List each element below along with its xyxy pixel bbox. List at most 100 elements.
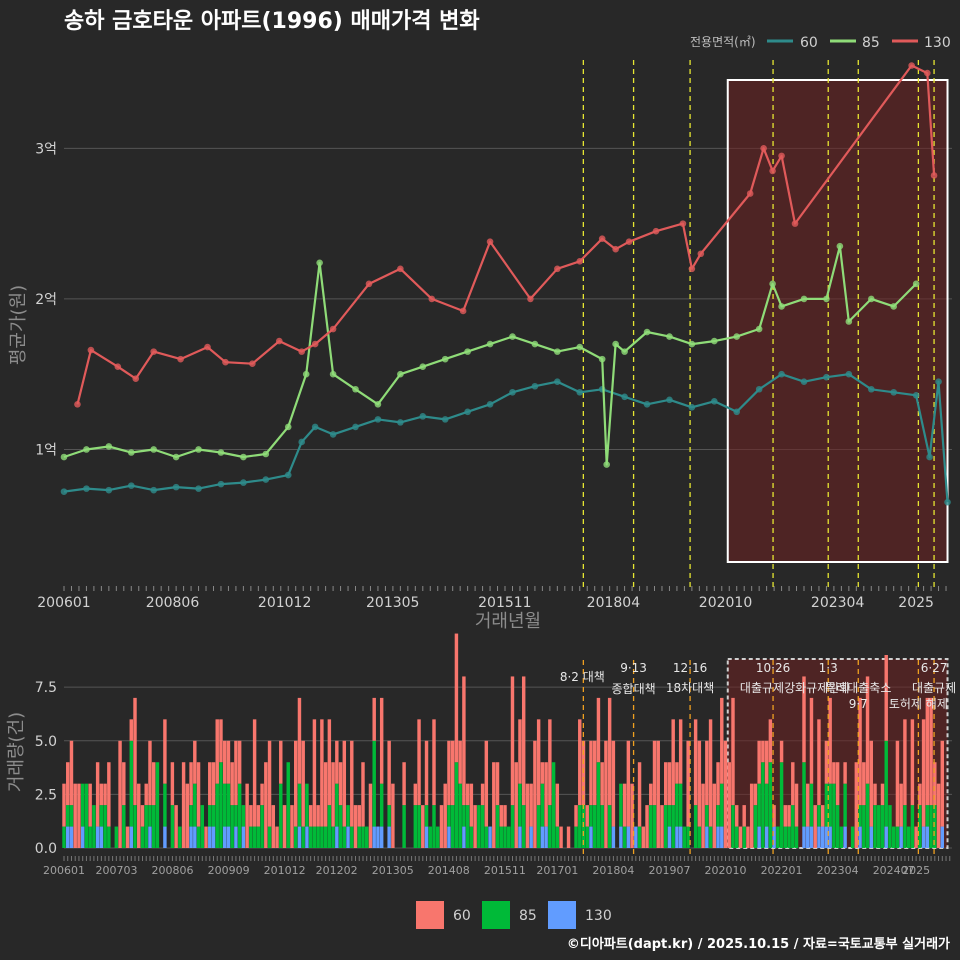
volume-x-tick-6: 201305	[372, 864, 414, 877]
volume-bar-85	[757, 783, 761, 827]
volume-bar-85	[835, 805, 840, 848]
volume-bar-85	[335, 783, 339, 827]
volume-bar-60	[589, 740, 593, 806]
volume-bar-60	[327, 719, 332, 806]
price-x-tick-3: 201305	[366, 595, 419, 611]
series-point-60	[262, 476, 270, 483]
series-point-60	[374, 416, 382, 423]
series-line-130	[76, 64, 936, 405]
volume-bar-60	[596, 697, 601, 763]
volume-bar-130	[305, 826, 309, 848]
volume-bar-85	[477, 805, 481, 848]
volume-bar-60	[335, 740, 339, 784]
volume-bar-85	[387, 805, 391, 827]
volume-bar-85	[293, 826, 298, 848]
volume-x-tick-15: 202407	[873, 864, 915, 877]
volume-bar-130	[634, 826, 638, 848]
volume-bar-85	[510, 805, 515, 848]
volume-bar-85	[652, 805, 657, 848]
series-point-60	[867, 385, 875, 393]
volume-bar-60	[783, 805, 788, 827]
volume-bar-130	[99, 826, 104, 848]
series-point-60	[755, 385, 763, 393]
volume-bar-130	[921, 826, 926, 848]
volume-bar-130	[925, 826, 930, 848]
bottom-legend-label-60: 60	[453, 908, 471, 924]
volume-bar-60	[353, 805, 358, 848]
volume-bar-60	[372, 697, 376, 741]
volume-bar-85	[286, 762, 290, 848]
series-point-85	[845, 318, 853, 325]
volume-bar-85	[592, 805, 597, 848]
volume-bar-85	[103, 805, 107, 848]
annotation-6: 대출규제강화	[740, 681, 806, 695]
volume-bar-60	[918, 783, 922, 806]
volume-bar-85	[503, 826, 507, 848]
volume-bar-60	[215, 719, 219, 784]
volume-bar-60	[480, 783, 485, 806]
volume-bar-130	[379, 826, 384, 848]
volume-bar-85	[129, 740, 133, 827]
series-point-85	[509, 333, 516, 340]
volume-bar-60	[413, 783, 418, 806]
volume-bar-85	[350, 826, 354, 848]
volume-bar-60	[802, 676, 806, 763]
volume-bar-85	[678, 783, 683, 827]
volume-bar-130	[148, 826, 152, 848]
volume-bar-130	[772, 826, 776, 848]
volume-bar-60	[69, 740, 74, 806]
volume-bar-60	[925, 697, 930, 806]
series-point-130	[746, 190, 754, 197]
volume-bar-60	[697, 740, 702, 827]
volume-bar-85	[200, 805, 205, 848]
volume-bar-85	[622, 826, 627, 848]
volume-bar-85	[155, 762, 160, 848]
series-point-85	[912, 280, 920, 288]
volume-bar-85	[226, 783, 231, 827]
volume-bar-60	[723, 740, 728, 848]
volume-bar-60	[525, 783, 530, 848]
volume-bar-60	[458, 740, 462, 784]
volume-bar-60	[518, 719, 522, 784]
series-point-130	[150, 348, 157, 355]
volume-bar-60	[129, 719, 133, 741]
volume-x-tick-2: 200806	[152, 864, 194, 877]
volume-bar-85	[402, 805, 406, 848]
volume-bar-60	[749, 783, 754, 848]
volume-bar-85	[787, 826, 791, 848]
volume-bar-85	[839, 826, 844, 848]
price-x-tick-0: 200601	[37, 595, 90, 611]
volume-bar-130	[66, 826, 70, 848]
volume-bar-85	[600, 805, 604, 848]
volume-x-tick-11: 201907	[648, 864, 690, 877]
volume-bar-60	[297, 697, 302, 784]
volume-bar-130	[297, 826, 302, 848]
volume-bar-85	[589, 805, 593, 827]
volume-bar-85	[342, 826, 347, 848]
volume-bar-60	[170, 762, 175, 806]
series-point-130	[612, 245, 619, 253]
volume-bar-60	[447, 740, 451, 806]
volume-y-tick-0: 0.0	[35, 841, 57, 857]
top-legend: 전용면적(㎡) 60 85 130	[690, 35, 951, 51]
volume-bar-85	[140, 826, 145, 848]
volume-bar-130	[335, 826, 339, 848]
volume-bar-60	[757, 740, 761, 784]
volume-bar-85	[193, 783, 197, 827]
volume-bar-130	[757, 826, 761, 848]
volume-bar-130	[387, 826, 391, 848]
volume-bar-85	[880, 805, 885, 848]
volume-bar-60	[140, 805, 145, 827]
volume-bar-60	[443, 783, 447, 848]
legend-title: 전용면적(㎡)	[690, 35, 756, 49]
volume-bar-60	[219, 719, 223, 763]
volume-bar-85	[929, 805, 933, 848]
volume-bar-60	[865, 676, 870, 784]
volume-bar-60	[290, 805, 294, 848]
volume-bar-85	[436, 826, 440, 848]
series-point-130	[222, 358, 229, 366]
volume-bar-85	[828, 783, 832, 827]
volume-y-tick-3: 7.5	[35, 680, 57, 696]
volume-bar-60	[940, 740, 945, 827]
volume-bar-60	[211, 762, 216, 806]
